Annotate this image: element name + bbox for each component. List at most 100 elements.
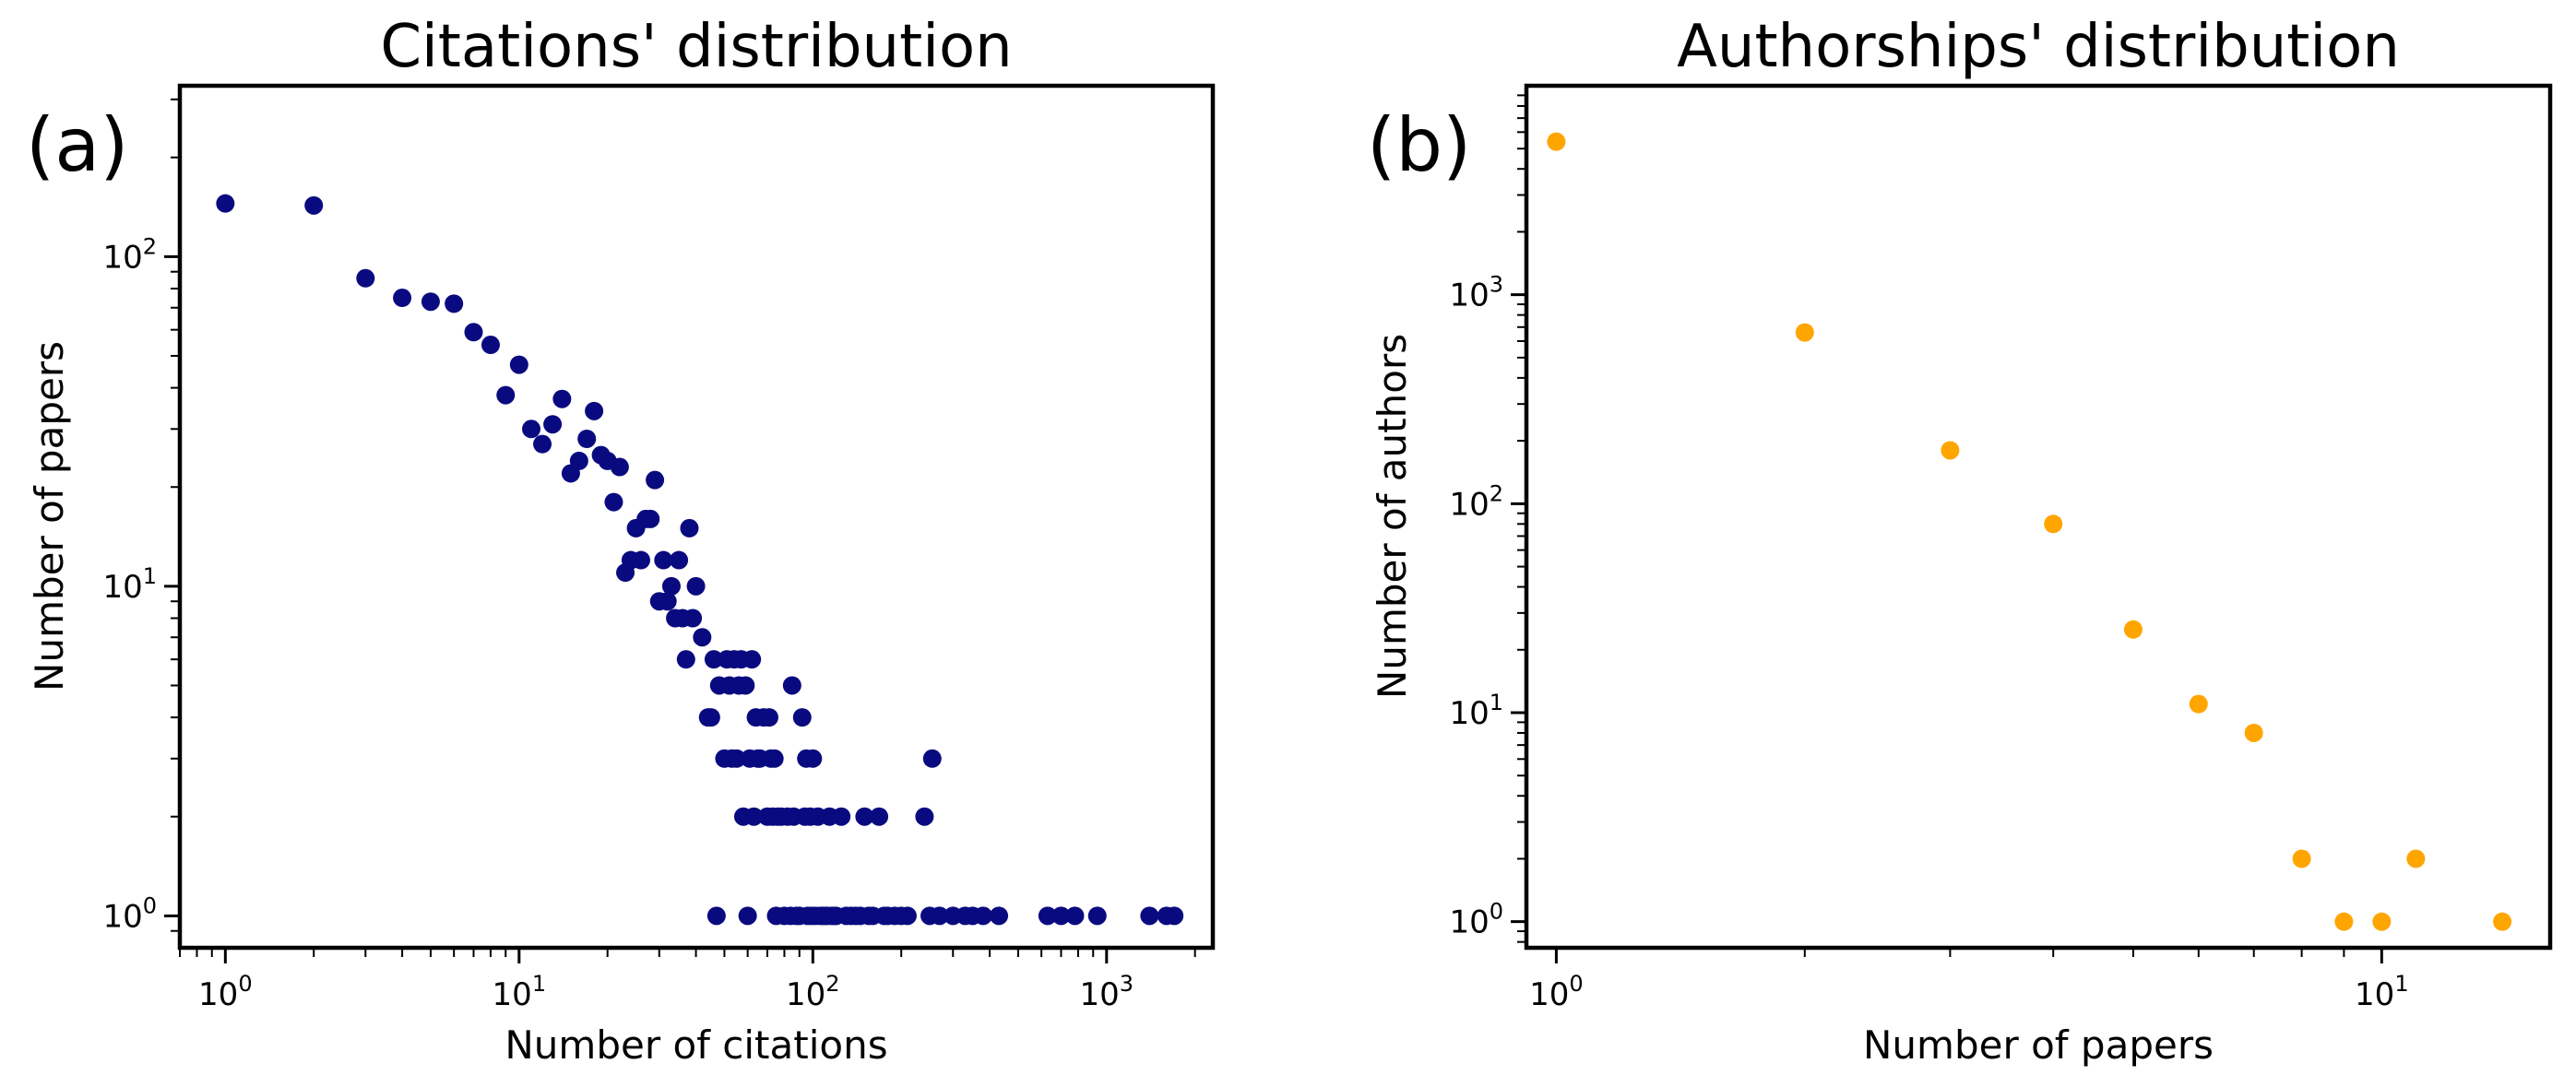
data-point [2334,912,2354,931]
data-point [1051,906,1071,926]
data-point [744,807,764,826]
data-point [1165,906,1184,926]
data-point [727,749,746,768]
panel-a-title: Citations' distribution [380,13,1012,81]
data-point [658,592,677,611]
data-point [759,708,778,727]
data-point [445,294,464,313]
data-point [631,550,650,570]
panel-b: Authorships' distribution (b) Number of … [1367,13,2553,1068]
data-point [216,194,235,213]
data-point [1087,906,1107,926]
data-point [701,708,720,727]
data-point [683,608,703,628]
data-point [585,401,604,420]
data-point [897,906,917,926]
data-point [736,676,755,695]
data-point [706,906,726,926]
panel-b-label: (b) [1367,102,1471,188]
y-tick-label: 100 [1449,899,1503,941]
panel-a: Citations' distribution (a) Number of ci… [26,13,1216,1068]
data-point [670,550,689,570]
data-point [676,650,695,669]
data-point [464,323,483,342]
data-point [533,434,552,454]
data-point [803,749,823,768]
data-point [990,906,1009,926]
x-tick-label: 101 [493,971,547,1013]
y-tick-label: 101 [1449,690,1503,732]
data-point [577,430,597,449]
data-point [646,470,665,490]
data-point [2123,620,2143,639]
data-point [680,518,699,538]
panel-a-frame [177,83,1216,951]
panel-a-ylabel: Number of papers [27,341,72,691]
data-point [543,415,563,434]
data-point [782,676,801,695]
data-point [1140,906,1159,926]
data-point [2244,723,2263,742]
panel-a-ticks: 100 101 102 103 100 101 102 [102,98,1196,1013]
data-point [356,268,375,288]
data-point [930,906,949,926]
data-point [693,628,712,647]
data-point [704,650,723,669]
x-tick-label: 103 [1080,971,1134,1013]
data-point [1038,906,1057,926]
x-tick-label: 102 [786,971,840,1013]
data-point [765,749,784,768]
x-tick-label: 100 [1529,971,1584,1013]
panel-b-title: Authorships' distribution [1677,13,2400,81]
data-point [654,550,673,570]
panel-a-label: (a) [26,102,128,188]
data-point [792,708,812,727]
data-point [2292,849,2311,868]
y-tick-label: 102 [1449,480,1503,523]
data-point [481,336,500,355]
x-tick-label: 101 [2355,971,2409,1013]
y-tick-label: 103 [1449,272,1503,314]
data-point [552,389,572,408]
data-point [304,195,324,215]
data-point [2189,694,2208,714]
data-point [522,419,541,439]
data-point [1941,441,1960,460]
data-point [1547,132,1566,151]
panel-b-frame [1524,83,2553,951]
panel-b-points [1547,132,2512,931]
data-point [2406,849,2426,868]
panel-b-ticks: 100 101 100 101 102 103 [1449,94,2409,1013]
data-point [2372,912,2392,931]
panel-a-points [216,194,1184,926]
data-point [393,289,412,308]
data-point [1795,323,1814,342]
data-point [738,906,757,926]
data-point [641,509,660,528]
data-point [610,457,629,477]
data-point [922,749,942,768]
data-point [915,807,934,826]
panel-b-xlabel: Number of papers [1863,1022,2214,1068]
y-tick-label: 102 [102,233,157,276]
data-point [870,807,889,826]
data-point [496,385,516,405]
x-tick-label: 100 [198,971,253,1013]
panel-b-ylabel: Number of authors [1370,334,1415,699]
data-point [832,807,851,826]
data-point [686,576,706,596]
data-point [569,451,588,470]
data-point [742,650,762,669]
data-point [2044,514,2063,534]
data-point [509,355,528,374]
data-point [661,576,681,596]
data-point [2493,912,2512,931]
data-point [1065,906,1085,926]
data-point [604,492,623,512]
data-point [855,807,874,826]
data-point [973,906,992,926]
y-tick-label: 100 [102,892,157,935]
y-tick-label: 101 [102,563,157,606]
data-point [421,292,440,312]
